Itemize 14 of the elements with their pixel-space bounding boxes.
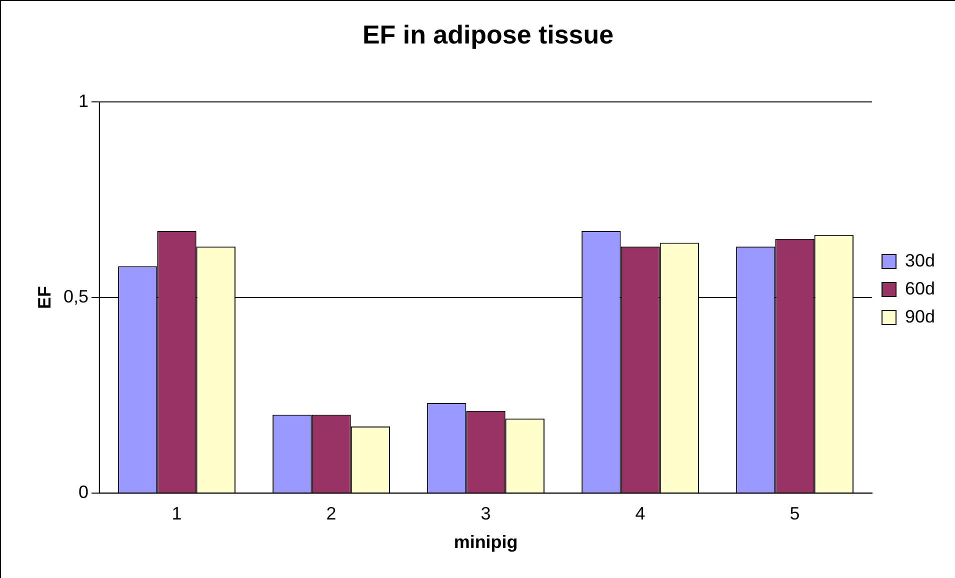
legend-label: 90d [905, 306, 936, 326]
y-axis-title: EF [34, 286, 55, 309]
x-tick-label: 4 [635, 504, 646, 524]
y-tick-label: 0 [78, 482, 89, 502]
x-tick-label: 1 [172, 504, 182, 524]
legend-label: 30d [905, 250, 936, 271]
y-tick-label: 1 [78, 90, 89, 111]
chart-title: EF in adipose tissue [362, 20, 614, 50]
y-tick-label: 0,5 [64, 286, 89, 306]
x-tick-label: 3 [480, 504, 491, 524]
x-tick-label: 5 [790, 504, 800, 524]
x-tick-label: 2 [326, 504, 336, 524]
legend-label: 60d [905, 278, 936, 298]
x-axis-title: minipig [454, 532, 518, 552]
